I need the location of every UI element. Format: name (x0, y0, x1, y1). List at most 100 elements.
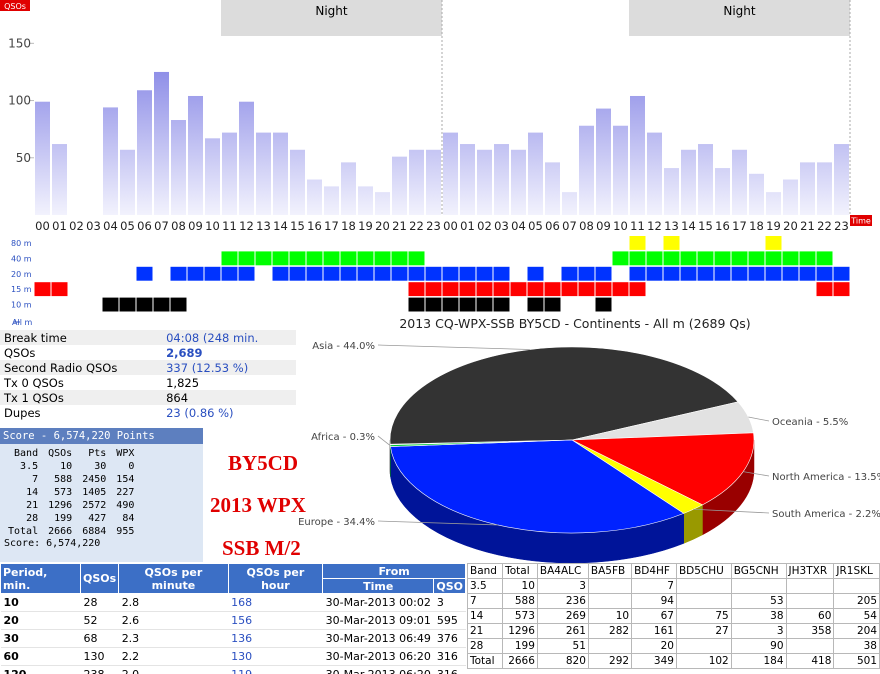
band-row: 7 588 236 94 53 205 (466, 593, 880, 609)
band-cell (510, 282, 527, 297)
band-cell (408, 251, 425, 266)
x-tick-label: 07 (562, 219, 577, 233)
x-tick-label: 20 (375, 219, 390, 233)
bar (749, 173, 764, 215)
band-cell: 261 (536, 623, 589, 639)
band-cell (51, 282, 68, 297)
band-cell (527, 282, 544, 297)
period-cell: 130 (228, 647, 323, 666)
period-cell: 60 (0, 647, 81, 666)
band-cell (663, 251, 680, 266)
bar (137, 90, 152, 215)
band-head-cell: BA4ALC (536, 563, 589, 579)
x-tick-label: 17 (324, 219, 339, 233)
band-head-cell: BD4HF (631, 563, 677, 579)
band-cell (816, 251, 833, 266)
period-cell: 2.0 (118, 665, 229, 674)
x-tick-label: 09 (596, 219, 611, 233)
period-cell: 52 (80, 611, 119, 630)
bar (120, 149, 135, 215)
band-cell (476, 297, 493, 312)
bar (698, 144, 713, 215)
score-cell: 955 (116, 526, 135, 537)
x-tick-label: 16 (307, 219, 322, 233)
band-label: 15 m (11, 285, 32, 294)
score-cell: 154 (116, 474, 135, 485)
band-cell (459, 266, 476, 281)
x-tick-label: 13 (256, 219, 271, 233)
score-cell: Total (8, 526, 39, 537)
bar (664, 168, 679, 215)
band-cell (357, 251, 374, 266)
stats-value: 864 (166, 390, 189, 405)
period-cell: 20 (0, 611, 81, 630)
band-cell: 820 (536, 653, 589, 669)
band-row: 28 199 51 20 90 38 (466, 638, 880, 654)
band-cell (675, 593, 732, 609)
band-cell (748, 251, 765, 266)
y-tick-label: 50 (16, 151, 31, 165)
pie-title: 2013 CQ-WPX-SSB BY5CD - Continents - All… (399, 316, 750, 331)
bar (188, 95, 203, 215)
x-tick-label: 13 (664, 219, 679, 233)
stats-value: 337 (12.53 %) (166, 360, 249, 375)
band-cell (374, 251, 391, 266)
band-cell (391, 266, 408, 281)
stats-label: Dupes (4, 405, 41, 420)
band-cell (675, 638, 732, 654)
night-label: Night (315, 4, 348, 18)
band-cell: 573 (502, 608, 538, 624)
period-head-cell: QSOs (80, 563, 120, 594)
band-cell (493, 266, 510, 281)
band-cell: 3 (730, 623, 787, 639)
period-head-cell: Period, min. (0, 563, 82, 594)
pie-label: Europe - 34.4% (298, 517, 375, 528)
band-cell (697, 251, 714, 266)
band-cell: 75 (675, 608, 732, 624)
leader-line (693, 508, 770, 514)
band-cell (272, 251, 289, 266)
band-cell (527, 297, 544, 312)
score-row: 14 573 1405 227 (4, 486, 134, 499)
period-head-cell: From (322, 563, 466, 579)
x-tick-label: 22 (409, 219, 424, 233)
period-cell: 30-Mar-2013 00:02 (322, 593, 434, 612)
band-cell: 204 (833, 623, 880, 639)
period-cell: 30-Mar-2013 09:01 (322, 611, 434, 630)
band-cell: 27 (675, 623, 732, 639)
score-cell: 490 (116, 500, 135, 511)
stats-label: Tx 0 QSOs (4, 375, 64, 390)
bar (528, 132, 543, 215)
band-head-cell: Band (466, 563, 504, 579)
pie-label: North America - 13.5% (772, 472, 880, 483)
score-row: Total 2666 6884 955 (4, 525, 134, 538)
band-head-cell: JH3TXR (785, 563, 835, 579)
band-cell (748, 266, 765, 281)
period-cell: 2.6 (118, 611, 229, 630)
band-cell (782, 251, 799, 266)
score-row: 3.5 10 30 0 (4, 460, 134, 473)
period-head-cell: QSO (433, 578, 466, 594)
bar (545, 162, 560, 215)
band-cell (459, 297, 476, 312)
band-cell (493, 297, 510, 312)
band-cell (629, 266, 646, 281)
band-cell (374, 266, 391, 281)
bar (103, 107, 118, 215)
band-cell (493, 282, 510, 297)
stats-row: Tx 1 QSOs 864 (0, 390, 296, 405)
bar (52, 144, 67, 215)
band-cell (714, 266, 731, 281)
band-cell (289, 266, 306, 281)
band-cell (323, 266, 340, 281)
score-cell: 573 (54, 487, 73, 498)
score-cell: 14 (26, 487, 39, 498)
period-cell: 30-Mar-2013 06:20 (322, 665, 434, 674)
score-cell: 588 (54, 474, 73, 485)
bar (817, 162, 832, 215)
score-cell: 21 (26, 500, 39, 511)
score-cell: 2572 (82, 500, 107, 511)
band-cell: 418 (785, 653, 835, 669)
bar (443, 132, 458, 215)
